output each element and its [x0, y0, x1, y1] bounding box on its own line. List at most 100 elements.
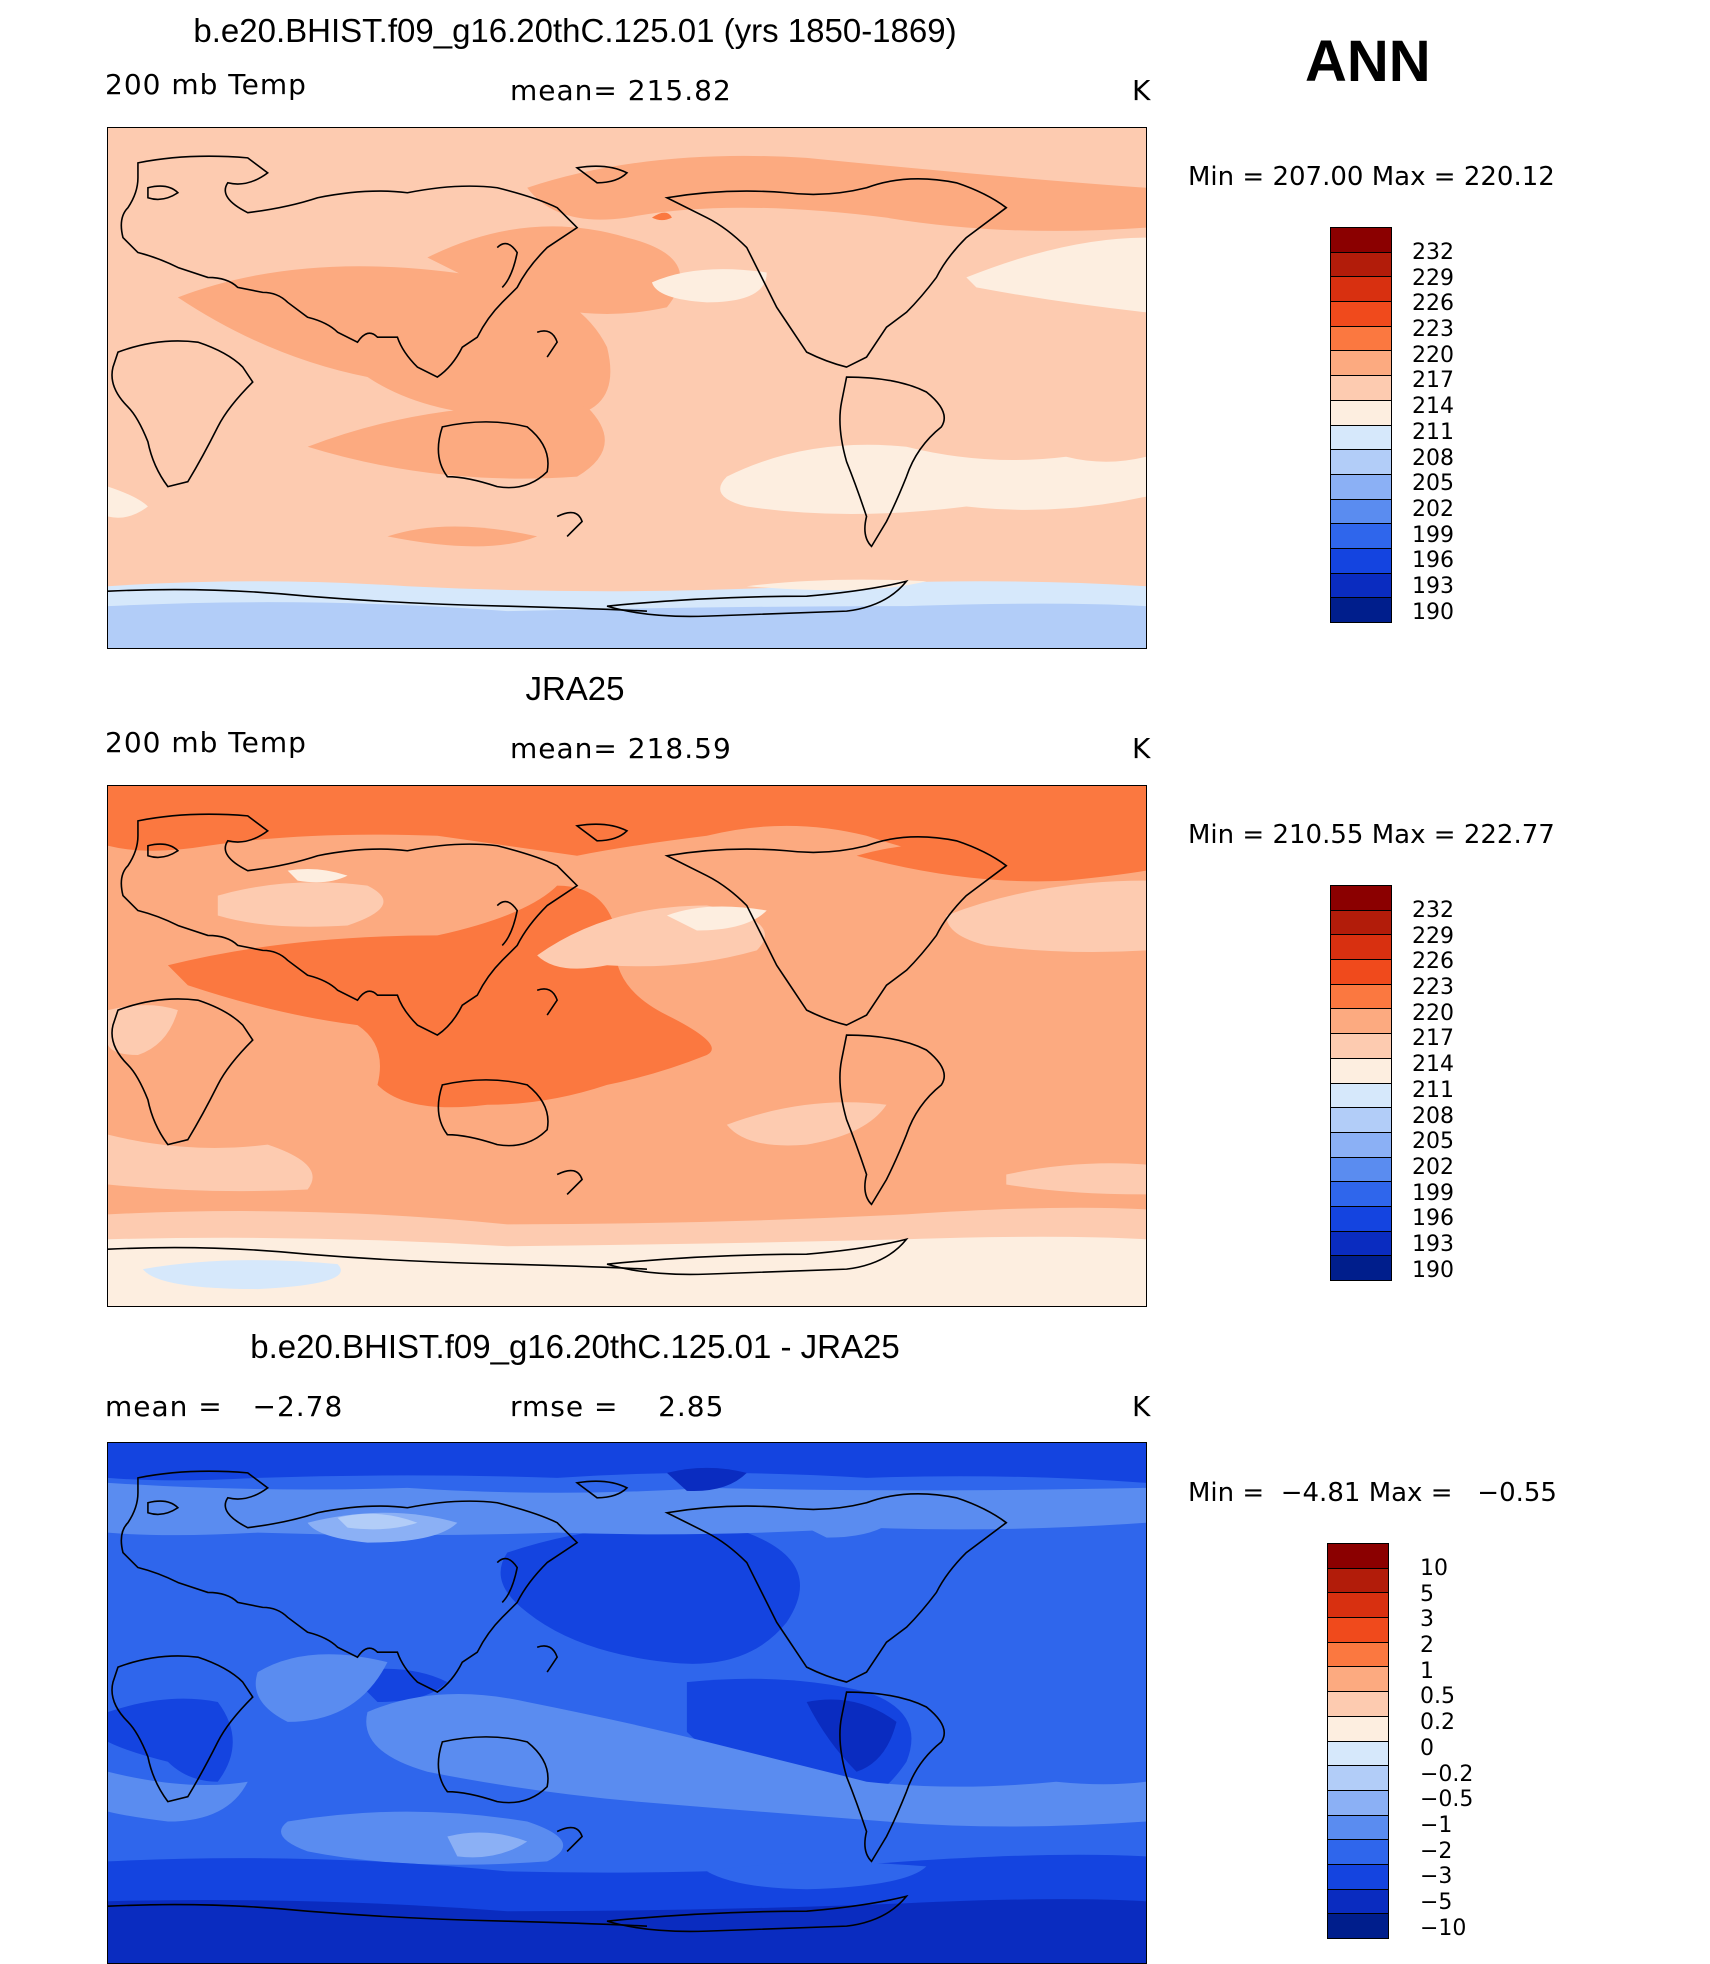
colorbar-swatch — [1330, 424, 1392, 451]
colorbar-tick-label: 0 — [1420, 1735, 1434, 1761]
panel1-map — [107, 127, 1147, 649]
colorbar-swatch — [1330, 1082, 1392, 1109]
panel3-rmse-value: 2.85 — [658, 1390, 725, 1423]
colorbar-swatch — [1327, 1543, 1389, 1569]
colorbar-tick-label: 217 — [1412, 1026, 1454, 1052]
panel2-field-label: 200 mb Temp — [105, 726, 307, 759]
panel3-minmax: Min = −4.81 Max = −0.55 — [1188, 1478, 1557, 1508]
colorbar-tick-label: 199 — [1412, 522, 1454, 548]
colorbar-swatch — [1330, 1008, 1392, 1035]
colorbar-swatch — [1327, 1839, 1389, 1865]
colorbar-swatch — [1327, 1617, 1389, 1643]
colorbar-tick-label: −0.2 — [1420, 1761, 1474, 1787]
colorbar-swatch — [1327, 1567, 1389, 1594]
panel1-title: b.e20.BHIST.f09_g16.20thC.125.01 (yrs 18… — [193, 12, 957, 49]
colorbar-tick-label: 202 — [1412, 496, 1454, 522]
colorbar-tick-label: 205 — [1412, 1129, 1454, 1155]
colorbar-tick-label: 223 — [1412, 975, 1454, 1001]
panel3-rmse: rmse = 2.85 — [510, 1390, 724, 1423]
panel2-max-label: Max — [1371, 820, 1426, 850]
colorbar-tick-label: 5 — [1420, 1581, 1434, 1607]
colorbar-tick-label: 199 — [1412, 1180, 1454, 1206]
colorbar-tick-label: 220 — [1412, 342, 1454, 368]
panel1-field-label: 200 mb Temp — [105, 68, 307, 101]
colorbar-swatch — [1330, 909, 1392, 936]
panel1-units: K — [1132, 74, 1152, 107]
panel3-mean-value: −2.78 — [252, 1390, 344, 1423]
colorbar-swatch — [1330, 1205, 1392, 1232]
colorbar-tick-label: 3 — [1420, 1607, 1434, 1633]
colorbar-swatch — [1330, 1156, 1392, 1183]
colorbar-tick-label: 190 — [1412, 599, 1454, 625]
colorbar-tick-label: 208 — [1412, 445, 1454, 471]
colorbar-swatch — [1330, 523, 1392, 549]
panel1-mean-label: mean= — [510, 74, 618, 107]
colorbar-tick-label: 232 — [1412, 898, 1454, 923]
colorbar-swatch — [1330, 983, 1392, 1010]
colorbar-tick-label: 196 — [1412, 548, 1454, 574]
colorbar-tick-label: 10 — [1420, 1556, 1448, 1581]
colorbar-tick-label: 226 — [1412, 291, 1454, 317]
colorbar-swatch — [1327, 1765, 1389, 1791]
panel2-colorbar-labels: 232 229 226 223 220 217 214 211 208 205 202 199 196 1… — [1412, 898, 1454, 1283]
colorbar-swatch — [1330, 959, 1392, 985]
colorbar-swatch — [1330, 251, 1392, 278]
colorbar-swatch — [1330, 301, 1392, 327]
colorbar-swatch — [1330, 1255, 1392, 1281]
panel3-mean-label: mean = — [105, 1390, 223, 1423]
colorbar-swatch — [1330, 1230, 1392, 1257]
colorbar-swatch — [1330, 473, 1392, 500]
colorbar-tick-label: 193 — [1412, 573, 1454, 599]
colorbar-swatch — [1327, 1666, 1389, 1693]
colorbar-swatch — [1330, 1107, 1392, 1133]
panel1-contour-plot — [108, 128, 1146, 648]
panel2-colorbar — [1330, 885, 1392, 1281]
season-label: ANN — [1305, 29, 1431, 94]
panel1-min-label: Min — [1188, 162, 1235, 192]
panel3-colorbar-labels: 10 5 3 2 1 0.5 0.2 0 −0.2 −0.5 −1 −2 −3 −5 −10 — [1420, 1556, 1473, 1941]
colorbar-tick-label: 211 — [1412, 419, 1454, 445]
colorbar-swatch — [1327, 1814, 1389, 1841]
panel3-rmse-label: rmse = — [510, 1390, 619, 1423]
panel1-minmax: Min = 207.00 Max = 220.12 — [1188, 162, 1555, 192]
colorbar-tick-label: −2 — [1420, 1838, 1453, 1864]
colorbar-swatch — [1327, 1888, 1389, 1915]
colorbar-tick-label: 190 — [1412, 1257, 1454, 1283]
panel3-mean: mean = −2.78 — [105, 1390, 343, 1423]
colorbar-tick-label: 2 — [1420, 1633, 1434, 1659]
panel2-mean-label: mean= — [510, 732, 618, 765]
colorbar-swatch — [1330, 1057, 1392, 1084]
colorbar-tick-label: 214 — [1412, 1052, 1454, 1078]
colorbar-tick-label: −0.5 — [1420, 1787, 1474, 1813]
colorbar-swatch — [1330, 1181, 1392, 1207]
colorbar-swatch — [1327, 1863, 1389, 1890]
colorbar-swatch — [1330, 572, 1392, 599]
panel3-map — [107, 1442, 1147, 1964]
colorbar-tick-label: 196 — [1412, 1206, 1454, 1232]
panel3-title: b.e20.BHIST.f09_g16.20thC.125.01 - JRA25 — [250, 1328, 900, 1365]
panel1-mean: mean= 215.82 — [510, 74, 732, 107]
colorbar-swatch — [1330, 1033, 1392, 1059]
colorbar-tick-label: 229 — [1412, 923, 1454, 949]
colorbar-swatch — [1327, 1740, 1389, 1767]
colorbar-tick-label: 232 — [1412, 240, 1454, 265]
colorbar-tick-label: −10 — [1420, 1915, 1467, 1941]
colorbar-tick-label: 205 — [1412, 471, 1454, 497]
panel2-min-value: 210.55 — [1272, 820, 1364, 850]
colorbar-tick-label: −3 — [1420, 1864, 1453, 1890]
colorbar-tick-label: 1 — [1420, 1658, 1434, 1684]
colorbar-tick-label: 211 — [1412, 1077, 1454, 1103]
colorbar-swatch — [1327, 1789, 1389, 1816]
colorbar-tick-label: 223 — [1412, 317, 1454, 343]
panel1-mean-value: 215.82 — [627, 74, 732, 107]
colorbar-tick-label: 202 — [1412, 1154, 1454, 1180]
colorbar-swatch — [1327, 1592, 1389, 1619]
colorbar-swatch — [1330, 597, 1392, 623]
colorbar-tick-label: 0.2 — [1420, 1710, 1455, 1736]
panel1-max-value: 220.12 — [1463, 162, 1555, 192]
colorbar-swatch — [1330, 276, 1392, 303]
colorbar-swatch — [1330, 1131, 1392, 1158]
colorbar-tick-label: 193 — [1412, 1231, 1454, 1257]
panel2-units: K — [1132, 732, 1152, 765]
colorbar-swatch — [1330, 399, 1392, 426]
